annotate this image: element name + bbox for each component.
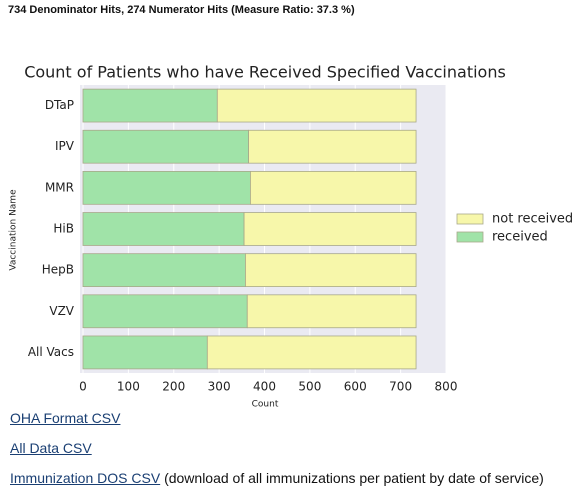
y-tick-label: IPV [55, 139, 75, 153]
bar-segment [82, 294, 248, 329]
legend-swatch [456, 213, 484, 225]
link-row: Immunization DOS CSV (download of all im… [10, 470, 544, 486]
bar-segment [250, 170, 417, 205]
x-tick-label: 0 [79, 380, 87, 394]
bar-segment [216, 88, 417, 123]
link-row: OHA Format CSV [10, 410, 120, 426]
y-tick-label: HepB [42, 263, 74, 277]
y-tick-label: DTaP [45, 98, 74, 112]
link-note: (download of all immunizations per patie… [164, 470, 544, 486]
bar-segment [82, 88, 218, 123]
legend-label: received [492, 230, 548, 245]
bar-segment [206, 335, 417, 370]
x-tick-label: 500 [298, 380, 321, 394]
x-tick-label: 100 [117, 380, 140, 394]
bar-segment [246, 294, 417, 329]
link-row: All Data CSV [10, 440, 92, 456]
x-axis-label: Count [252, 400, 279, 410]
bar-segment [243, 212, 417, 246]
link[interactable]: All Data CSV [10, 440, 92, 456]
legend-swatch [456, 231, 484, 243]
y-axis-label: Vaccination Name [9, 189, 19, 271]
legend-label: not received [492, 212, 573, 227]
link[interactable]: Immunization DOS CSV [10, 470, 161, 486]
bar-segment [82, 253, 246, 288]
x-tick-label: 700 [389, 380, 412, 394]
bar-segment [248, 129, 417, 164]
x-tick-label: 200 [162, 380, 185, 394]
x-tick-label: 300 [208, 380, 231, 394]
y-tick-label: VZV [49, 304, 74, 318]
x-tick-label: 400 [253, 380, 276, 394]
bar-segment [82, 212, 245, 246]
x-tick-label: 600 [344, 380, 367, 394]
y-tick-label: All Vacs [28, 345, 74, 359]
bar-segment [82, 129, 250, 164]
chart-title: Count of Patients who have Received Spec… [24, 63, 506, 82]
y-tick-label: MMR [45, 180, 74, 194]
x-tick-label: 800 [435, 380, 458, 394]
bar-segment [82, 335, 208, 370]
link[interactable]: OHA Format CSV [10, 410, 121, 426]
bar-segment [245, 253, 417, 288]
chart: Count of Patients who have Received Spec… [9, 63, 574, 410]
header-title: 734 Denominator Hits, 274 Numerator Hits… [8, 4, 355, 16]
bar-segment [82, 170, 251, 205]
y-tick-label: HiB [53, 222, 74, 236]
